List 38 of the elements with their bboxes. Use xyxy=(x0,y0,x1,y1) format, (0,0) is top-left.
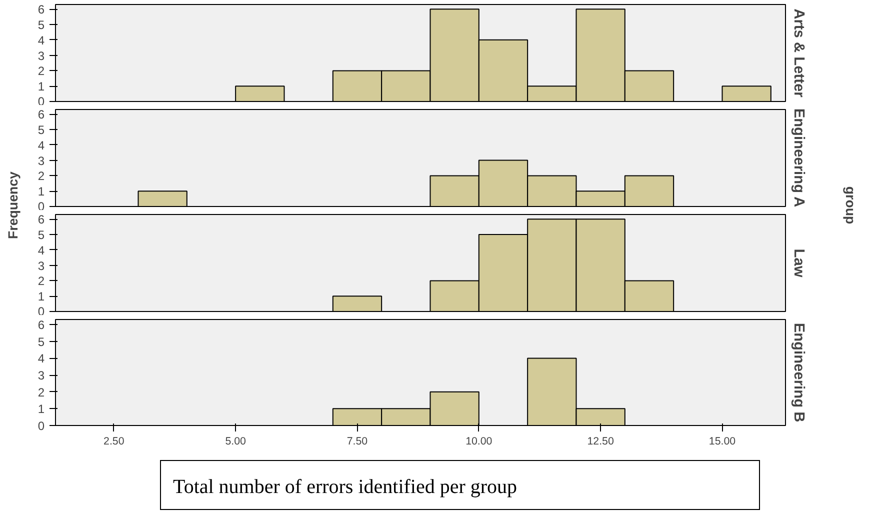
y-tick-label: 5 xyxy=(38,123,45,138)
y-tick-label: 4 xyxy=(38,243,45,258)
y-tick-label: 1 xyxy=(38,402,45,416)
y-tick-label: 5 xyxy=(38,334,45,349)
y-tick-label: 1 xyxy=(38,80,45,94)
y-tick-label: 2 xyxy=(38,274,45,288)
y2-axis-title: group xyxy=(843,186,858,224)
x-axis-title: Total number of errors identified per group xyxy=(173,475,518,500)
y-tick-label: 3 xyxy=(38,154,45,168)
y-tick-label: 3 xyxy=(38,368,45,383)
x-tick-label: 7.50 xyxy=(346,436,368,448)
x-tick-label: 15.00 xyxy=(708,436,736,448)
text: Engineering B xyxy=(790,322,806,422)
y-tick-label: 6 xyxy=(38,318,45,332)
y-tick-label: 5 xyxy=(38,18,45,32)
y-tick-label: 1 xyxy=(38,290,45,304)
text: Arts & Letter xyxy=(790,8,806,98)
x-tick-label: 2.50 xyxy=(104,436,124,448)
y-tick-label: 4 xyxy=(38,352,45,366)
y-tick-label: 2 xyxy=(38,64,45,78)
y-tick-label: 6 xyxy=(38,2,45,17)
y-tick-label: 3 xyxy=(38,258,45,273)
y-tick-label: 2 xyxy=(38,385,45,400)
y-tick-label: 3 xyxy=(38,48,45,63)
y-tick-label: 1 xyxy=(38,184,45,199)
text: Law xyxy=(790,248,806,278)
y-tick-label: 4 xyxy=(38,33,45,48)
y-axis-title: Frequency xyxy=(6,170,20,239)
y-tick-label: 2 xyxy=(38,169,45,184)
y-tick-label: 4 xyxy=(38,138,45,152)
y-tick-label: 6 xyxy=(38,108,45,122)
x-tick-label: 12.50 xyxy=(587,436,614,448)
y-tick-label: 5 xyxy=(38,228,45,242)
y-tick-label: 0 xyxy=(38,419,45,433)
x-tick-label: 5.00 xyxy=(225,436,246,448)
text: Engineering A xyxy=(790,108,806,208)
x-tick-label: 10.00 xyxy=(466,436,492,448)
y-tick-label: 6 xyxy=(38,212,45,227)
